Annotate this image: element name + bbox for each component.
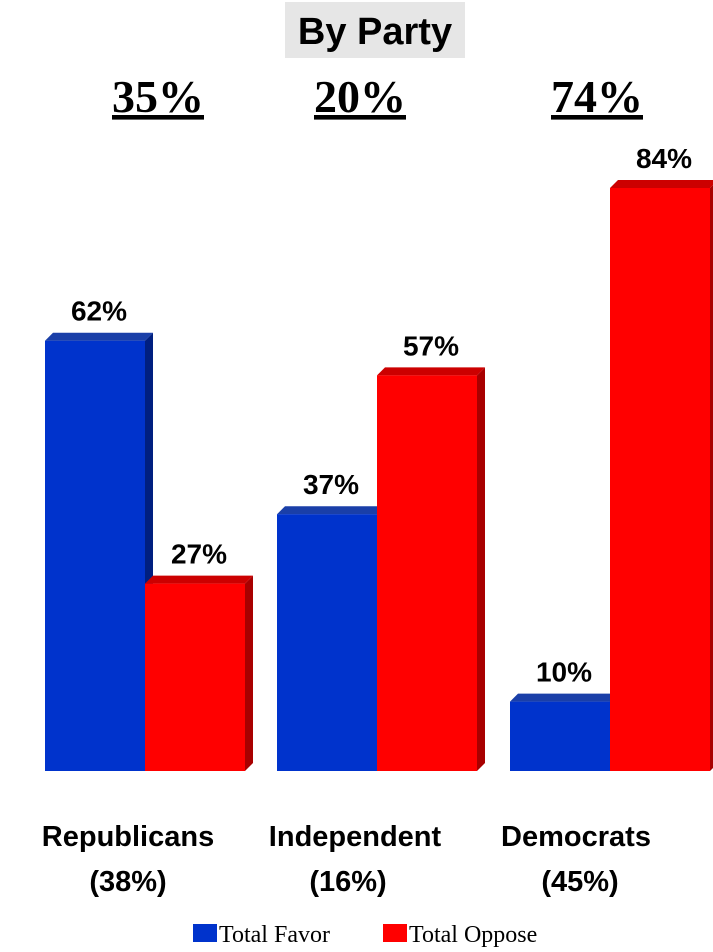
bar-top-republicans-total-favor: [45, 332, 153, 341]
value-label-democrats-total-favor: 10%: [536, 657, 592, 688]
category-label-independent: Independent: [269, 821, 442, 853]
bar-front-independent-total-oppose: [377, 375, 477, 771]
legend-swatch-total-oppose: [383, 924, 407, 942]
chart-title: By Party: [298, 11, 452, 53]
bar-democrats-total-oppose: [610, 180, 713, 771]
value-labels-group: 62% 27% 37% 57% 10% 84%: [71, 143, 692, 688]
legend-swatch-total-favor: [193, 924, 217, 942]
bar-front-republicans-total-oppose: [145, 583, 245, 771]
gap-label-democrats: 74%: [551, 71, 643, 122]
bar-independent-total-favor: [277, 506, 385, 771]
bars-group: [45, 180, 713, 771]
legend-label-total-oppose: Total Oppose: [409, 922, 537, 948]
bar-top-independent-total-favor: [277, 506, 385, 515]
bar-top-republicans-total-oppose: [145, 575, 253, 584]
bar-independent-total-oppose: [377, 367, 485, 771]
category-label-democrats: Democrats: [501, 821, 651, 853]
bar-democrats-total-favor: [510, 693, 618, 771]
bar-front-democrats-total-favor: [510, 701, 610, 771]
bar-side-republicans-total-oppose: [245, 575, 253, 771]
value-label-independent-total-oppose: 57%: [403, 330, 459, 361]
legend: Total Favor Total Oppose: [193, 922, 537, 948]
chart-title-background: [285, 2, 465, 58]
bar-front-democrats-total-oppose: [610, 188, 710, 771]
category-subtitle-democrats: (45%): [541, 866, 618, 898]
bar-top-democrats-total-favor: [510, 693, 618, 702]
value-label-democrats-total-oppose: 84%: [636, 143, 692, 174]
category-label-republicans: Republicans: [42, 821, 214, 853]
gap-label-republicans: 35%: [112, 71, 204, 122]
bar-republicans-total-favor: [45, 332, 153, 771]
gap-label-independent: 20%: [314, 71, 406, 122]
category-subtitle-independent: (16%): [309, 866, 386, 898]
bar-front-independent-total-favor: [277, 514, 377, 771]
value-label-republicans-total-favor: 62%: [71, 296, 127, 327]
bar-republicans-total-oppose: [145, 575, 253, 771]
bar-top-independent-total-oppose: [377, 367, 485, 376]
value-label-republicans-total-oppose: 27%: [171, 539, 227, 570]
legend-label-total-favor: Total Favor: [219, 922, 330, 948]
bar-side-independent-total-oppose: [477, 367, 485, 771]
bar-side-democrats-total-oppose: [710, 185, 713, 771]
category-subtitle-republicans: (38%): [89, 866, 166, 898]
bar-front-republicans-total-favor: [45, 340, 145, 771]
bar-top-democrats-total-oppose: [610, 180, 713, 188]
value-label-independent-total-favor: 37%: [303, 469, 359, 500]
